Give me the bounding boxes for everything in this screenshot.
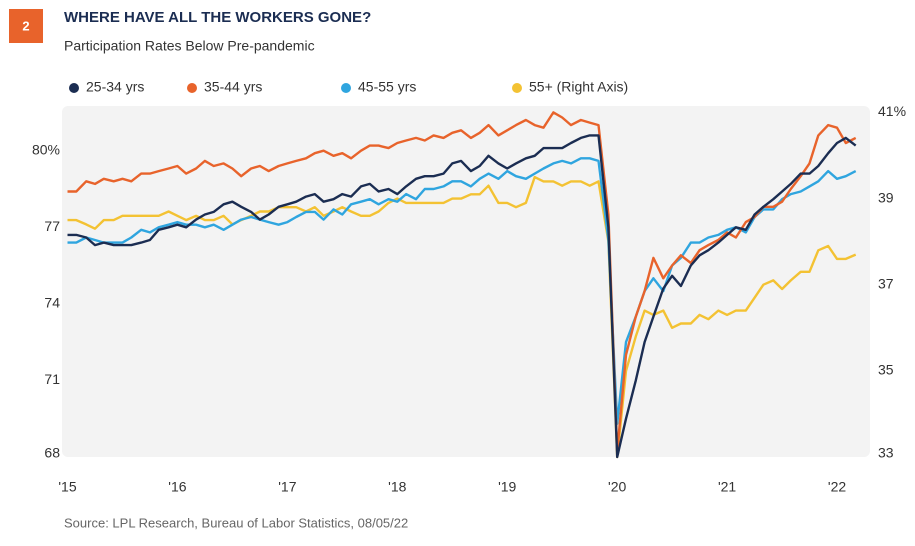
legend-marker: [512, 83, 522, 93]
legend-label: 25-34 yrs: [86, 79, 144, 95]
source-note: Source: LPL Research, Bureau of Labor St…: [64, 515, 408, 530]
figure-number: 2: [22, 18, 29, 33]
legend-label: 35-44 yrs: [204, 79, 262, 95]
legend-marker: [341, 83, 351, 93]
y2-tick-label: 33: [878, 445, 894, 461]
series-line: [67, 134, 857, 459]
x-tick-label: '19: [498, 479, 516, 495]
legend-label: 55+ (Right Axis): [529, 79, 628, 95]
chart-subtitle: Participation Rates Below Pre-pandemic: [64, 38, 315, 54]
legend-label: 45-55 yrs: [358, 79, 416, 95]
y2-tick-label: 41%: [878, 103, 906, 119]
y-tick-label: 71: [44, 371, 60, 387]
series-line: [67, 111, 857, 454]
y-tick-label: 68: [44, 445, 60, 461]
x-tick-label: '17: [278, 479, 296, 495]
y2-tick-label: 39: [878, 189, 894, 205]
chart-title: WHERE HAVE ALL THE WORKERS GONE?: [64, 9, 371, 26]
legend-marker: [187, 83, 197, 93]
x-tick-label: '16: [168, 479, 186, 495]
series-line: [67, 157, 857, 425]
x-tick-label: '18: [388, 479, 406, 495]
y-tick-label: 74: [44, 295, 60, 311]
x-tick-label: '22: [828, 479, 846, 495]
figure-badge: [9, 9, 43, 43]
x-tick-label: '15: [58, 479, 76, 495]
x-tick-label: '20: [608, 479, 626, 495]
x-tick-label: '21: [718, 479, 736, 495]
y-tick-label: 80%: [32, 141, 60, 157]
plot-area: [62, 106, 870, 457]
y-tick-label: 77: [44, 218, 60, 234]
legend-marker: [69, 83, 79, 93]
y2-tick-label: 35: [878, 362, 894, 378]
y2-tick-label: 37: [878, 275, 894, 291]
